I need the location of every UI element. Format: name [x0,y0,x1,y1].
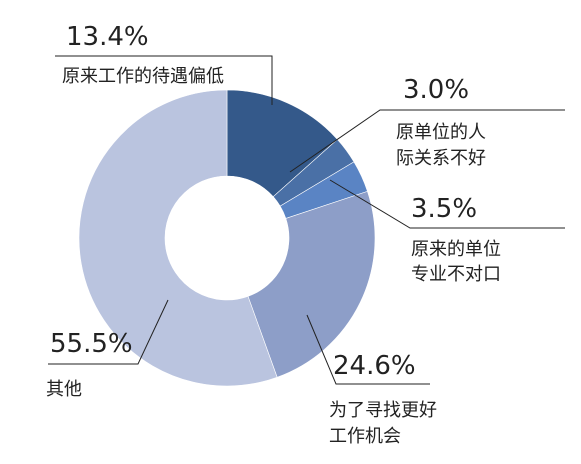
leader-line-slice-2 [329,179,565,229]
slice-1-category-label-line-2: 际关系不好 [396,148,486,169]
slice-1-value-label: 3.0% [403,75,469,105]
slice-1-category-label-line-1: 原单位的人 [396,122,486,143]
slice-3-category-label-line-2: 工作机会 [329,426,401,447]
leader-line-slice-4 [48,299,169,365]
donut-slices [78,89,376,387]
slice-2-category-label-line-2: 专业不对口 [411,264,501,285]
leader-line-slice-1 [289,109,565,173]
slice-3-category-label-line-1: 为了寻找更好 [329,400,437,421]
slice-3-value-label: 24.6% [333,351,416,381]
slice-0-value-label: 13.4% [66,22,149,52]
leader-line-slice-0 [55,55,273,105]
slice-4-value-label: 55.5% [50,329,133,359]
slice-0-category-label: 原来工作的待遇偏低 [62,66,224,87]
slice-2-category-label-line-1: 原来的单位 [411,239,501,260]
leader-line-slice-3 [306,314,430,385]
slice-2-value-label: 3.5% [411,194,477,224]
donut-hole [165,176,289,300]
slice-4-category-label: 其他 [46,379,82,400]
